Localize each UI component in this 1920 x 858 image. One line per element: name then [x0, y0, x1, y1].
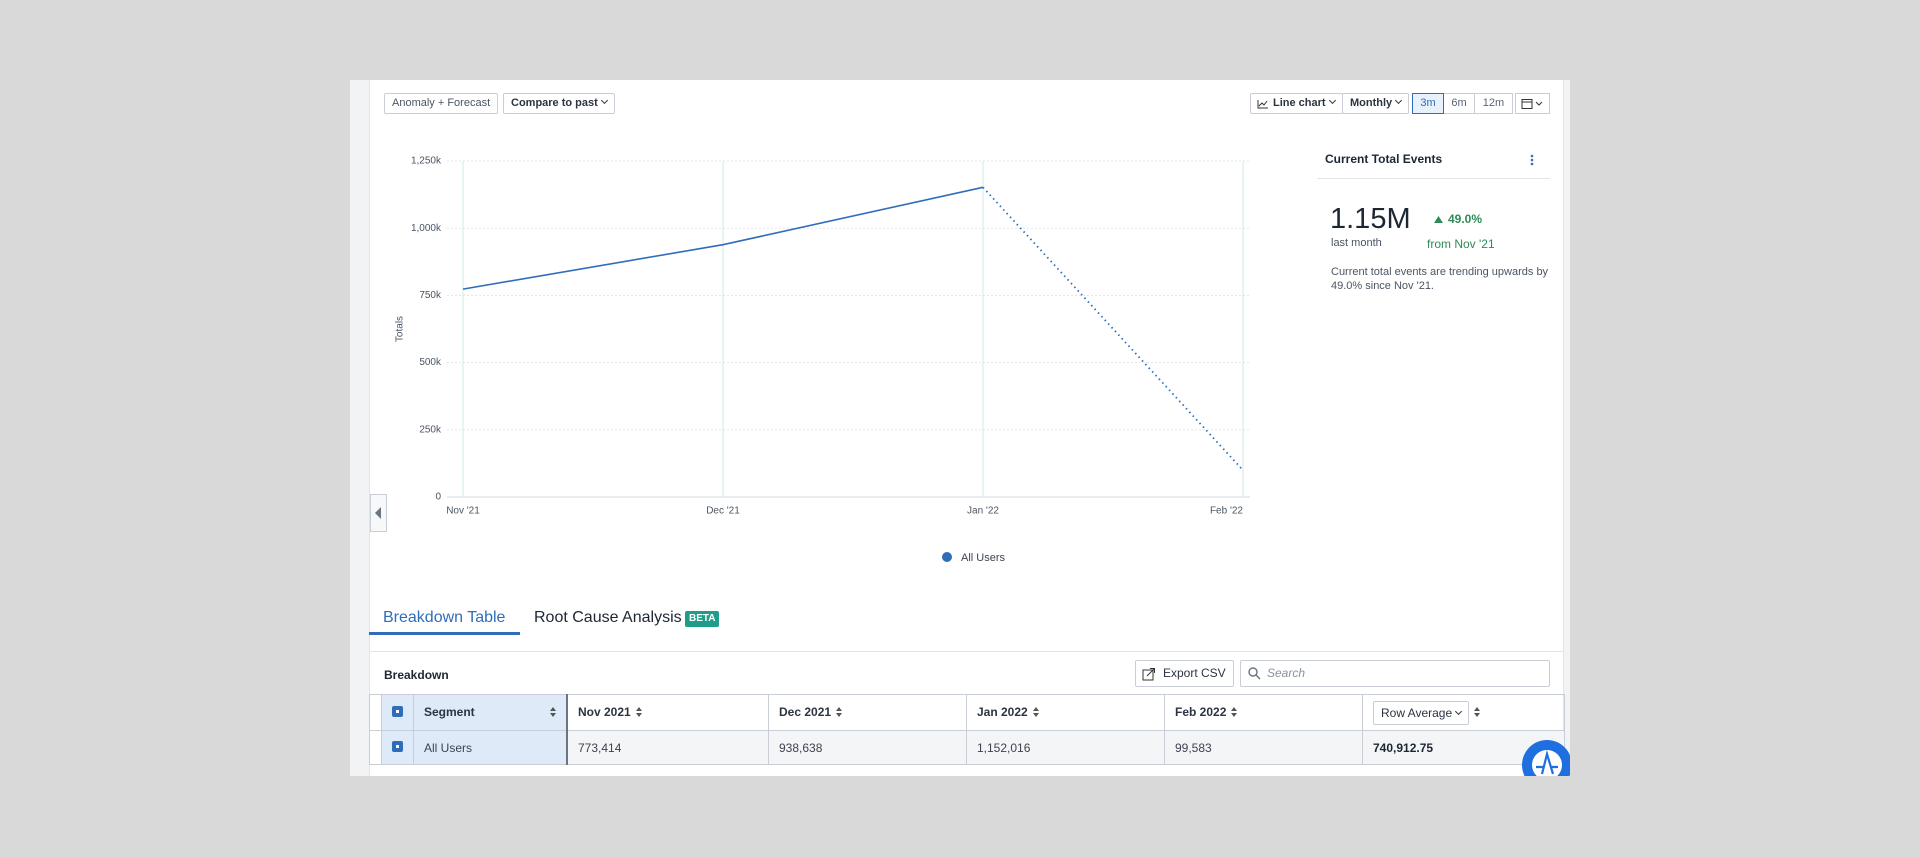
- tab-root-cause[interactable]: Root Cause Analysis: [534, 609, 682, 626]
- chart-type-button[interactable]: Line chart: [1250, 93, 1343, 114]
- column-header[interactable]: Jan 2022: [966, 694, 1165, 731]
- x-tick-label: Feb '22: [1210, 506, 1243, 517]
- header-row: Segment Nov 2021 Dec 2021 Jan 2022 Feb 2022 R…: [369, 694, 1565, 731]
- column-header-label: Nov 2021: [578, 705, 631, 720]
- table-cell: 99,583: [1164, 730, 1363, 765]
- column-header[interactable]: Nov 2021: [566, 694, 769, 731]
- sort-icon: [1231, 706, 1238, 720]
- summary-divider: [1317, 178, 1550, 179]
- sort-icon: [635, 706, 642, 720]
- help-icon: [1532, 749, 1562, 776]
- calendar-button[interactable]: [1515, 93, 1550, 114]
- gutter-cell: [369, 694, 382, 731]
- x-tick-label: Jan '22: [967, 506, 999, 517]
- card: Anomaly + Forecast Compare to past Line …: [350, 80, 1570, 776]
- anomaly-button[interactable]: Anomaly + Forecast: [384, 93, 499, 114]
- summary-change-caption: from Nov '21: [1427, 237, 1495, 251]
- incomplete-line: [982, 186, 1244, 471]
- chart-panel: Anomaly + Forecast Compare to past Line …: [369, 80, 1564, 667]
- beta-badge: BETA: [685, 611, 720, 627]
- y-tick-label: 0: [435, 492, 441, 503]
- breakdown-table: Segment Nov 2021 Dec 2021 Jan 2022 Feb 2022 R…: [369, 694, 1565, 765]
- collapse-button[interactable]: [370, 494, 387, 532]
- sort-icon: [836, 706, 843, 720]
- y-axis-label: Totals: [395, 316, 406, 342]
- range-button[interactable]: 6m: [1443, 93, 1475, 114]
- chart-icon: [1257, 100, 1268, 109]
- table-cell: 1,152,016: [966, 730, 1165, 765]
- y-tick-label: 500k: [419, 357, 442, 368]
- column-header-label: Row Average: [1373, 700, 1470, 725]
- column-header[interactable]: Row Average: [1362, 694, 1565, 731]
- column-header[interactable]: Feb 2022: [1164, 694, 1363, 731]
- gutter-cell: [369, 730, 382, 765]
- column-header[interactable]: Dec 2021: [768, 694, 967, 731]
- help-button[interactable]: [1522, 740, 1570, 776]
- search-input[interactable]: Search: [1240, 660, 1550, 687]
- summary-title: Current Total Events: [1325, 152, 1443, 166]
- column-header-label: Jan 2022: [977, 705, 1028, 720]
- breakdown-card: Breakdown Export CSV Search Segment Nov 2…: [369, 651, 1565, 776]
- breakdown-title: Breakdown: [384, 668, 449, 682]
- table-cell: 938,638: [768, 730, 967, 765]
- calendar-icon: [1521, 99, 1542, 109]
- series-line: [462, 186, 984, 290]
- legend-marker: [942, 552, 952, 562]
- table-cell: All Users: [413, 730, 568, 765]
- x-tick-label: Dec '21: [706, 506, 740, 517]
- range-button[interactable]: 3m: [1412, 93, 1444, 114]
- sort-icon: [1474, 706, 1481, 720]
- sort-wrap: [545, 705, 556, 720]
- sort-icon: [1032, 706, 1039, 720]
- table-cell: 773,414: [566, 730, 769, 765]
- export-icon: [1142, 668, 1155, 681]
- interval-button[interactable]: Monthly: [1342, 93, 1410, 114]
- column-header[interactable]: Segment: [413, 694, 568, 731]
- checkbox[interactable]: [392, 740, 403, 752]
- table-body: Segment Nov 2021 Dec 2021 Jan 2022 Feb 2022 R…: [369, 694, 1565, 765]
- summary-description: Current total events are trending upward…: [1331, 266, 1549, 292]
- data-row: All Users 773,414 938,638 1,152,016 99,583 74…: [369, 730, 1565, 765]
- y-tick-label: 750k: [419, 290, 442, 301]
- column-header-label: Segment: [424, 705, 475, 720]
- summary-menu[interactable]: [1529, 153, 1535, 167]
- summary-caption: last month: [1331, 237, 1382, 249]
- up-arrow: [1434, 216, 1443, 223]
- y-tick-label: 1,250k: [411, 156, 442, 167]
- y-tick-label: 1,000k: [411, 223, 442, 234]
- legend-label: All Users: [961, 552, 1006, 564]
- range-button[interactable]: 12m: [1474, 93, 1513, 114]
- active-tab-underline: [369, 632, 520, 635]
- compare-button[interactable]: Compare to past: [503, 93, 615, 114]
- column-header-label: Feb 2022: [1175, 705, 1227, 720]
- checkbox[interactable]: [392, 705, 403, 717]
- x-tick-label: Nov '21: [446, 506, 480, 517]
- search-icon: [1248, 667, 1261, 680]
- summary-change: 49.0%: [1448, 212, 1483, 226]
- chart: 0 250k 500k 750k 1,000k 1,250k Nov '21 Dec '21 J…: [395, 156, 1250, 564]
- tab-breakdown[interactable]: Breakdown Table: [383, 609, 506, 626]
- column-header-label: Dec 2021: [779, 705, 832, 720]
- sort-icon: [550, 706, 556, 720]
- collapse-icon: [375, 507, 381, 519]
- export-button[interactable]: Export CSV: [1135, 660, 1234, 687]
- checkbox-cell: [381, 730, 414, 765]
- y-tick-label: 250k: [419, 424, 442, 435]
- summary-value: 1.15M: [1330, 203, 1411, 235]
- checkbox-cell: [381, 694, 414, 731]
